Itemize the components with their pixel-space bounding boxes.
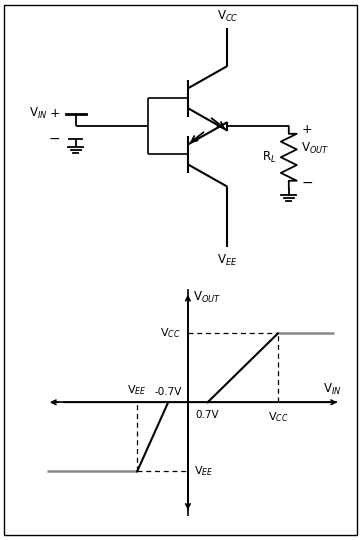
Text: R$_L$: R$_L$ [262,150,276,165]
Text: -0.7V: -0.7V [155,387,182,397]
Text: −: − [301,176,313,190]
Text: V$_{CC}$: V$_{CC}$ [217,9,238,24]
Text: V$_{IN}$: V$_{IN}$ [323,382,342,397]
Text: V$_{CC}$: V$_{CC}$ [268,410,288,424]
Text: V$_{OUT}$: V$_{OUT}$ [193,291,221,306]
Text: +: + [50,107,60,120]
Text: V$_{CC}$: V$_{CC}$ [160,326,181,340]
Text: V$_{EE}$: V$_{EE}$ [193,464,213,478]
Text: V$_{EE}$: V$_{EE}$ [217,253,238,268]
Text: +: + [301,123,312,136]
Text: V$_{EE}$: V$_{EE}$ [127,383,147,397]
Text: V$_{IN}$: V$_{IN}$ [29,106,48,122]
Text: 0.7V: 0.7V [196,410,219,420]
Text: −: − [49,132,60,146]
Text: V$_{OUT}$: V$_{OUT}$ [301,141,330,157]
